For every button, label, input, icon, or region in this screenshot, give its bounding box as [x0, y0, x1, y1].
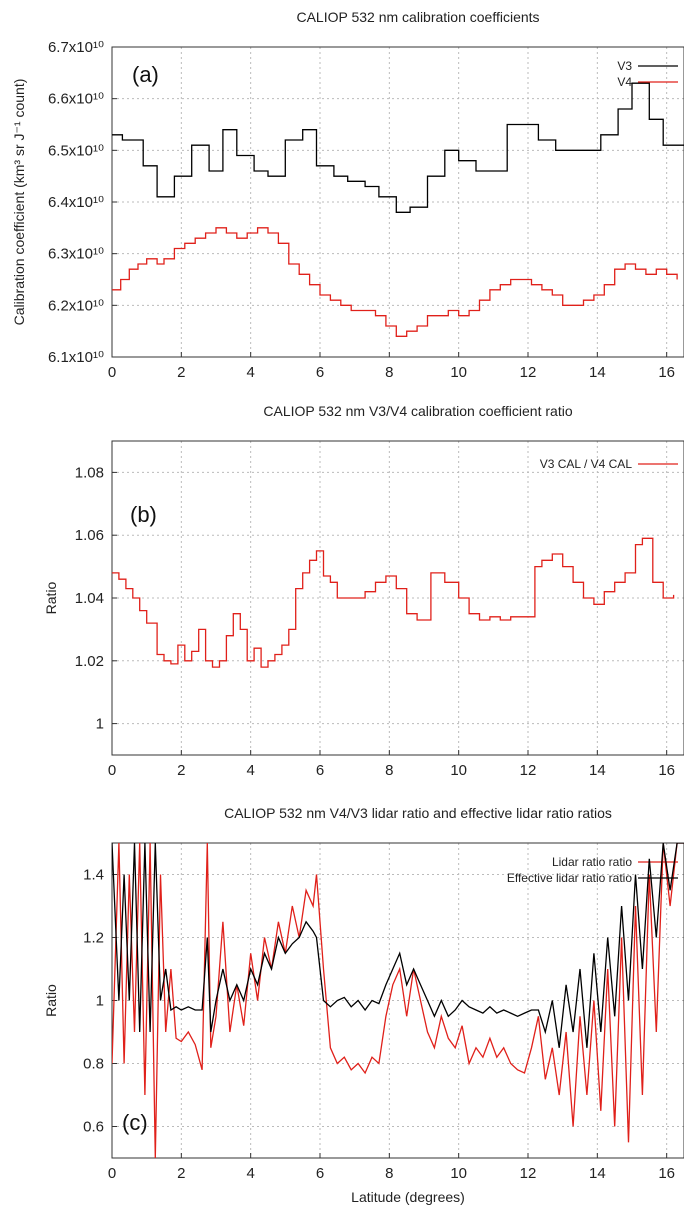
panel-c: CALIOP 532 nm V4/V3 lidar ratio and effe…	[43, 805, 684, 1205]
y-tick-label: 6.4x10¹⁰	[48, 194, 104, 211]
y-tick-label: 1.04	[75, 590, 104, 607]
y-tick-label: 1.02	[75, 653, 104, 670]
x-tick-label: 2	[177, 364, 185, 381]
series-line	[112, 537, 675, 668]
x-tick-label: 0	[108, 1165, 116, 1182]
legend-label: Effective lidar ratio ratio	[507, 871, 632, 885]
series-line	[112, 227, 678, 337]
x-tick-label: 14	[589, 762, 606, 779]
y-axis-label: Calibration coefficient (km³ sr J⁻¹ coun…	[11, 79, 27, 326]
x-tick-label: 4	[246, 364, 254, 381]
x-tick-label: 6	[316, 762, 324, 779]
y-tick-label: 0.8	[83, 1056, 104, 1073]
chart-title: CALIOP 532 nm calibration coefficients	[296, 9, 539, 25]
series-line	[112, 843, 684, 1048]
x-tick-label: 6	[316, 364, 324, 381]
y-tick-label: 6.7x10¹⁰	[48, 39, 104, 56]
x-tick-label: 8	[385, 762, 393, 779]
y-tick-label: 6.5x10¹⁰	[48, 142, 104, 159]
y-axis-label: Ratio	[43, 581, 59, 614]
x-tick-label: 8	[385, 1165, 393, 1182]
panel-a: CALIOP 532 nm calibration coefficients 0 2…	[11, 9, 684, 381]
y-tick-label: 1.2	[83, 930, 104, 947]
x-tick-label: 8	[385, 364, 393, 381]
y-tick-label: 0.6	[83, 1119, 104, 1136]
panel-label: (c)	[122, 1110, 148, 1135]
x-tick-label: 2	[177, 1165, 185, 1182]
y-tick-label: 1.4	[83, 867, 104, 884]
x-tick-label: 6	[316, 1165, 324, 1182]
x-tick-label: 4	[246, 1165, 254, 1182]
x-tick-label: 14	[589, 1165, 606, 1182]
y-tick-label: 1.06	[75, 527, 104, 544]
x-tick-label: 0	[108, 364, 116, 381]
series-line	[112, 843, 684, 1158]
y-tick-label: 6.2x10¹⁰	[48, 297, 104, 314]
y-axis-label: Ratio	[43, 984, 59, 1017]
y-tick-label: 6.1x10¹⁰	[48, 349, 104, 366]
x-tick-label: 16	[658, 1165, 675, 1182]
y-tick-label: 6.3x10¹⁰	[48, 246, 104, 263]
x-tick-label: 16	[658, 762, 675, 779]
legend-label: V3	[617, 59, 632, 73]
x-tick-label: 0	[108, 762, 116, 779]
x-tick-label: 12	[520, 364, 537, 381]
y-tick-label: 1	[96, 993, 104, 1010]
panel-b: CALIOP 532 nm V3/V4 calibration coeffici…	[43, 403, 684, 779]
y-tick-label: 1	[96, 716, 104, 733]
legend-label: V4	[617, 75, 632, 89]
x-tick-label: 10	[450, 364, 467, 381]
legend-label: Lidar ratio ratio	[552, 855, 632, 869]
chart-title: CALIOP 532 nm V3/V4 calibration coeffici…	[263, 403, 572, 419]
x-tick-label: 14	[589, 364, 606, 381]
x-tick-label: 12	[520, 762, 537, 779]
x-tick-label: 12	[520, 1165, 537, 1182]
panel-label: (a)	[132, 62, 159, 87]
x-axis-label: Latitude (degrees)	[351, 1189, 465, 1205]
legend-label: V3 CAL / V4 CAL	[540, 457, 633, 471]
panel-label: (b)	[130, 502, 157, 527]
chart-title: CALIOP 532 nm V4/V3 lidar ratio and effe…	[224, 805, 612, 821]
x-tick-label: 16	[658, 364, 675, 381]
y-tick-label: 6.6x10¹⁰	[48, 91, 104, 108]
y-tick-label: 1.08	[75, 464, 104, 481]
series-line	[112, 82, 684, 213]
x-tick-label: 10	[450, 762, 467, 779]
x-tick-label: 2	[177, 762, 185, 779]
x-tick-label: 10	[450, 1165, 467, 1182]
x-tick-label: 4	[246, 762, 254, 779]
